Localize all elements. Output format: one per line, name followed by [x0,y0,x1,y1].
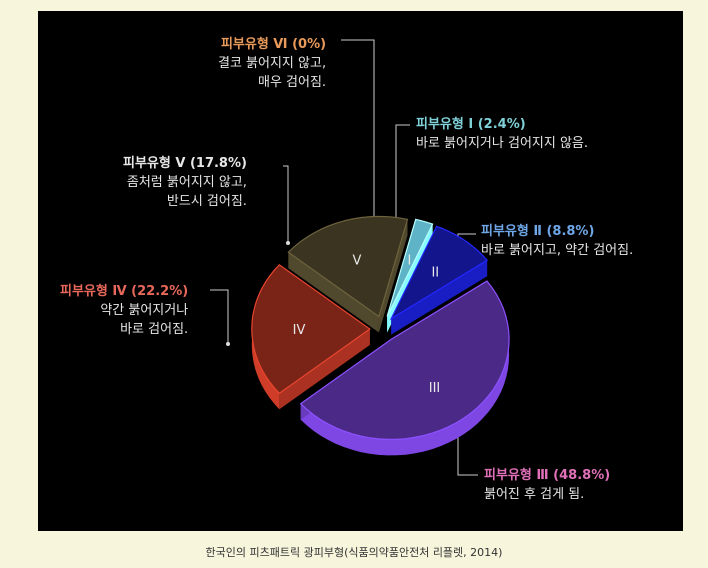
label-iii-desc-1: 붉어진 후 검게 됨. [484,487,585,502]
label-vi-desc-1: 결코 붉어지지 않고, [218,56,327,71]
slice-cut-iv-0 [279,329,370,410]
label-iv-desc-1: 약간 붉어지거나 [100,303,189,318]
chart-caption: 한국인의 피츠패트릭 광피부형(식품의약품안전처 리플렛, 2014) [205,546,503,559]
slice-cut-ii-1 [391,260,488,335]
pie-slice-v [287,215,409,318]
chart-panel: I II III IV V 피부유형 Ⅵ (0%) 결코 붉어지지 않고, 매우 검어짐… [38,11,683,531]
leader-dot-4 [226,342,230,346]
slice-numeral-i: I [407,254,411,269]
label-vi-title: 피부유형 Ⅵ (0%) [220,37,327,52]
legend-label-i: 피부유형 Ⅰ (2.4%) 바로 붉어지거나 검어지지 않음. [416,115,588,153]
slice-numeral-iv: IV [293,323,306,338]
label-i-desc-1: 바로 붉어지거나 검어지지 않음. [416,136,589,151]
slice-cut-v-0 [288,252,379,333]
label-iii-title: 피부유형 Ⅲ (48.8%) [484,468,611,483]
label-iv-desc-2: 바로 검어짐. [120,322,189,337]
label-iv-title: 피부유형 Ⅳ (22.2%) [60,284,189,299]
pie-slice-iii [299,280,510,441]
leader-line-2 [283,165,289,243]
leader-line-5 [457,421,478,476]
label-i-title: 피부유형 Ⅰ (2.4%) [416,117,526,132]
leader-line-1 [395,124,410,231]
legend-label-v: 피부유형 Ⅴ (17.8%) 좀처럼 붉어지지 않고, 반드시 검어짐. [123,154,247,211]
pie-slices [251,215,510,456]
slice-cut-v-1 [378,219,408,333]
legend-label-iv: 피부유형 Ⅳ (22.2%) 약간 붉어지거나 바로 검어짐. [60,282,188,339]
legend-label-iii: 피부유형 Ⅲ (48.8%) 붉어진 후 검게 됨. [484,466,610,504]
label-ii-desc-1: 바로 붉어지고, 약간 검어짐. [481,243,634,258]
pie-slice-ii [389,225,489,321]
pie-slice-iv [251,264,371,395]
leader-dot-2 [286,241,290,245]
label-v-desc-2: 반드시 검어짐. [166,194,247,209]
leader-line-0 [341,39,375,224]
pie-slice-i [386,218,434,317]
legend-label-ii: 피부유형 Ⅱ (8.8%) 바로 붉어지고, 약간 검어짐. [481,222,633,260]
legend-label-vi: 피부유형 Ⅵ (0%) 결코 붉어지지 않고, 매우 검어짐. [218,35,326,92]
label-v-title: 피부유형 Ⅴ (17.8%) [123,156,247,171]
label-vi-desc-2: 매우 검어짐. [258,75,327,90]
slice-numeral-iii: III [429,381,441,396]
slice-numeral-v: V [353,253,362,268]
label-v-desc-1: 좀처럼 붉어지지 않고, [126,175,247,190]
leader-line-4 [210,289,229,344]
label-ii-title: 피부유형 Ⅱ (8.8%) [481,224,595,239]
slice-numeral-ii: II [431,266,439,281]
